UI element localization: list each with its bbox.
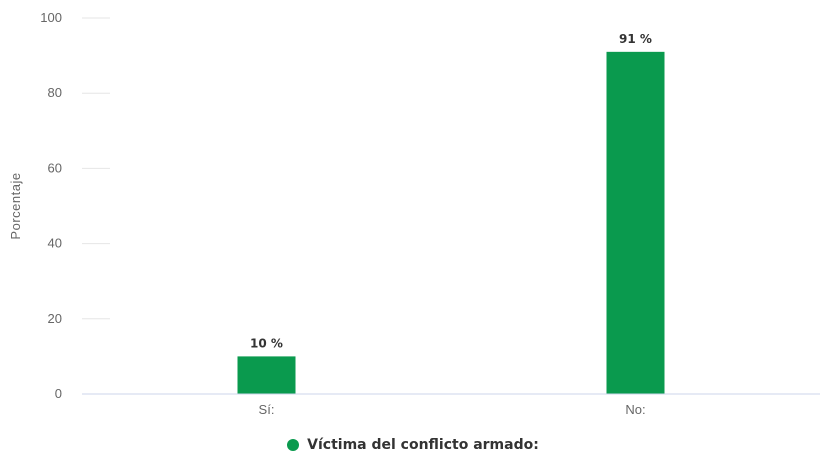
y-axis-title: Porcentaje [8,172,23,239]
y-tick-labels: 0 20 40 60 80 100 [40,10,62,401]
legend-label: Víctima del conflicto armado: [307,437,539,453]
bar [237,356,296,394]
y-tick-label: 20 [48,311,62,326]
x-tick-label: No: [625,402,645,417]
y-gridlines [82,17,110,320]
y-tick-label: 40 [48,236,62,251]
y-tick-label: 0 [55,386,62,401]
y-tick-label: 60 [48,160,62,175]
x-tick-labels: Sí: No: [259,402,646,417]
bars [237,51,665,395]
data-label: 91 % [619,32,652,46]
legend[interactable]: Víctima del conflicto armado: [0,437,826,455]
legend-marker [287,439,300,451]
data-labels: 10 % 91 % [250,32,652,351]
x-tick-label: Sí: [259,402,275,417]
y-tick-label: 80 [48,85,62,100]
data-label: 10 % [250,336,283,350]
bar [606,51,665,395]
y-tick-label: 100 [40,10,62,25]
